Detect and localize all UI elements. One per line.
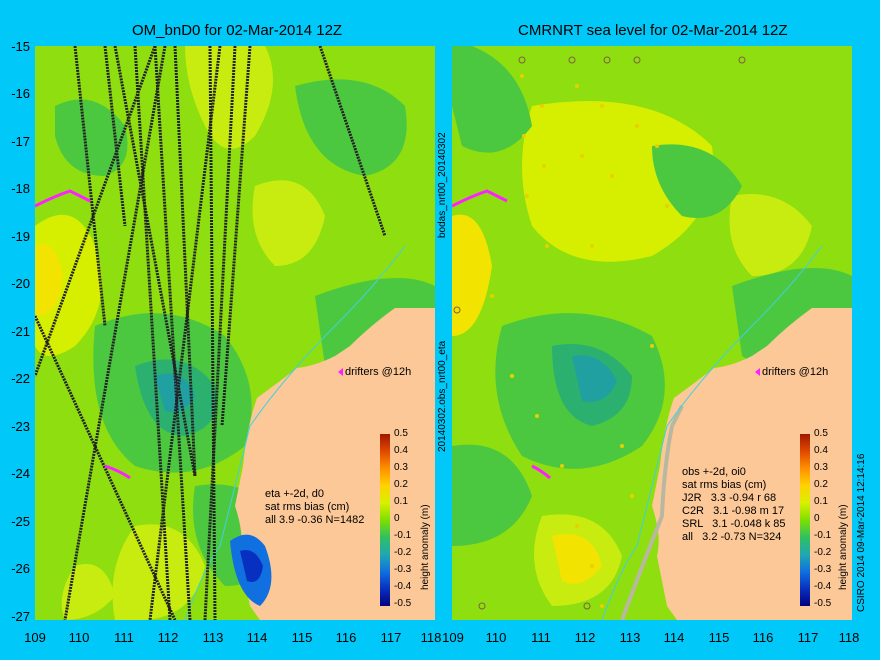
colorbar-tick: 0.1 — [814, 496, 828, 507]
colorbar-tick: -0.1 — [394, 530, 412, 541]
lon-tick: 111 — [114, 630, 134, 645]
right-colorbar-label: height anomaly (m) — [838, 504, 849, 590]
legend-line: obs +-2d, oi0 — [682, 466, 746, 478]
right-map: drifters @12h obs +-2d, oi0 sat rms bias… — [452, 46, 852, 620]
lat-tick: -19 — [11, 229, 30, 244]
legend-line: SRL 3.1 -0.048 k 85 — [682, 518, 786, 530]
colorbar-tick: 0.5 — [394, 428, 408, 439]
colorbar-tick: 0.3 — [394, 462, 408, 473]
colorbar-tick: -0.3 — [814, 564, 832, 575]
colorbar-tick: -0.2 — [394, 547, 412, 558]
lon-tick: 114 — [246, 630, 268, 645]
lat-tick: -15 — [11, 39, 30, 54]
legend-line: J2R 3.3 -0.94 r 68 — [682, 492, 777, 504]
left-map: drifters @12h eta +-2d, d0 sat rms bias … — [35, 46, 435, 620]
colorbar-tick: 0.3 — [814, 462, 828, 473]
lon-tick: 116 — [335, 630, 357, 645]
right-map-title: CMRNRT sea level for 02-Mar-2014 12Z — [518, 22, 788, 39]
colorbar-tick: 0.4 — [814, 445, 828, 456]
colorbar-tick: -0.1 — [814, 530, 832, 541]
lat-tick: -21 — [11, 324, 30, 339]
lon-tick: 113 — [202, 630, 224, 645]
lat-tick: -18 — [11, 181, 30, 196]
lon-tick: 115 — [708, 630, 730, 645]
colorbar-tick: -0.5 — [814, 598, 832, 609]
legend-line: all 3.9 -0.36 N=1482 — [265, 514, 365, 526]
colorbar-tick: 0 — [814, 513, 820, 524]
lon-tick: 110 — [68, 630, 90, 645]
lon-tick: 109 — [24, 630, 46, 645]
colorbar-tick: 0 — [394, 513, 400, 524]
drifters-label: drifters @12h — [345, 366, 412, 378]
lat-tick: -27 — [11, 609, 30, 624]
lon-tick: 117 — [797, 630, 819, 645]
drifters-label: drifters @12h — [762, 366, 829, 378]
lon-tick: 114 — [663, 630, 685, 645]
lat-tick: -24 — [11, 466, 30, 481]
colorbar-tick: -0.4 — [394, 581, 412, 592]
lon-tick: 109 — [442, 630, 464, 645]
lat-tick: -22 — [11, 371, 30, 386]
colorbar-tick: 0.4 — [394, 445, 408, 456]
lon-tick: 118 — [838, 630, 860, 645]
colorbar-tick: -0.5 — [394, 598, 412, 609]
legend-line: sat rms bias (cm) — [265, 501, 350, 513]
right-map-graphic — [452, 46, 852, 620]
lon-tick: 111 — [531, 630, 551, 645]
colorbar-tick: 0.5 — [814, 428, 828, 439]
legend-line: all 3.2 -0.73 N=324 — [682, 531, 782, 543]
legend-line: eta +-2d, d0 — [265, 488, 325, 500]
left-colorbar-label: height anomaly (m) — [420, 504, 431, 590]
lon-tick: 112 — [574, 630, 596, 645]
left-colorbar — [380, 434, 390, 606]
left-map-graphic — [35, 46, 435, 620]
lon-tick: 110 — [485, 630, 507, 645]
lon-tick: 112 — [157, 630, 179, 645]
legend-line: C2R 3.1 -0.98 m 17 — [682, 505, 785, 517]
lon-tick: 118 — [420, 630, 442, 645]
colorbar-tick: 0.2 — [394, 479, 408, 490]
colorbar-tick: -0.4 — [814, 581, 832, 592]
lon-tick: 113 — [619, 630, 641, 645]
obs-label: 20140302.obs_nrt00_eta — [437, 340, 448, 452]
bodas-label: bodas_nrt00_20140302 — [437, 132, 448, 238]
legend-line: sat rms bias (cm) — [682, 479, 767, 491]
credit-label: CSIRO 2014 09-Mar-2014 12:14:16 — [856, 453, 867, 612]
lon-tick: 116 — [752, 630, 774, 645]
colorbar-tick: 0.2 — [814, 479, 828, 490]
lat-tick: -26 — [11, 561, 30, 576]
right-legend: obs +-2d, oi0 sat rms bias (cm) J2R 3.3 … — [682, 466, 786, 544]
lon-tick: 115 — [291, 630, 313, 645]
colorbar-tick: -0.3 — [394, 564, 412, 575]
right-colorbar — [800, 434, 810, 606]
colorbar-tick: 0.1 — [394, 496, 408, 507]
colorbar-tick: -0.2 — [814, 547, 832, 558]
lon-tick: 117 — [380, 630, 402, 645]
lat-tick: -20 — [11, 276, 30, 291]
lat-tick: -17 — [11, 134, 30, 149]
left-legend: eta +-2d, d0 sat rms bias (cm) all 3.9 -… — [265, 488, 364, 527]
lat-tick: -25 — [11, 514, 30, 529]
lat-tick: -23 — [11, 419, 30, 434]
left-map-title: OM_bnD0 for 02-Mar-2014 12Z — [132, 22, 343, 39]
lat-tick: -16 — [11, 86, 30, 101]
